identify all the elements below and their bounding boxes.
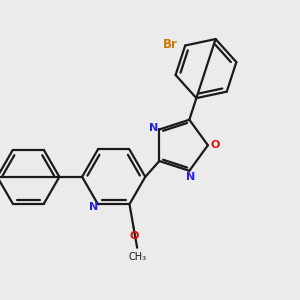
Text: O: O xyxy=(210,140,219,150)
Text: N: N xyxy=(88,202,98,212)
Text: Br: Br xyxy=(163,38,178,51)
Text: N: N xyxy=(149,123,158,134)
Text: N: N xyxy=(186,172,195,182)
Text: O: O xyxy=(129,231,139,241)
Text: CH₃: CH₃ xyxy=(128,252,146,262)
